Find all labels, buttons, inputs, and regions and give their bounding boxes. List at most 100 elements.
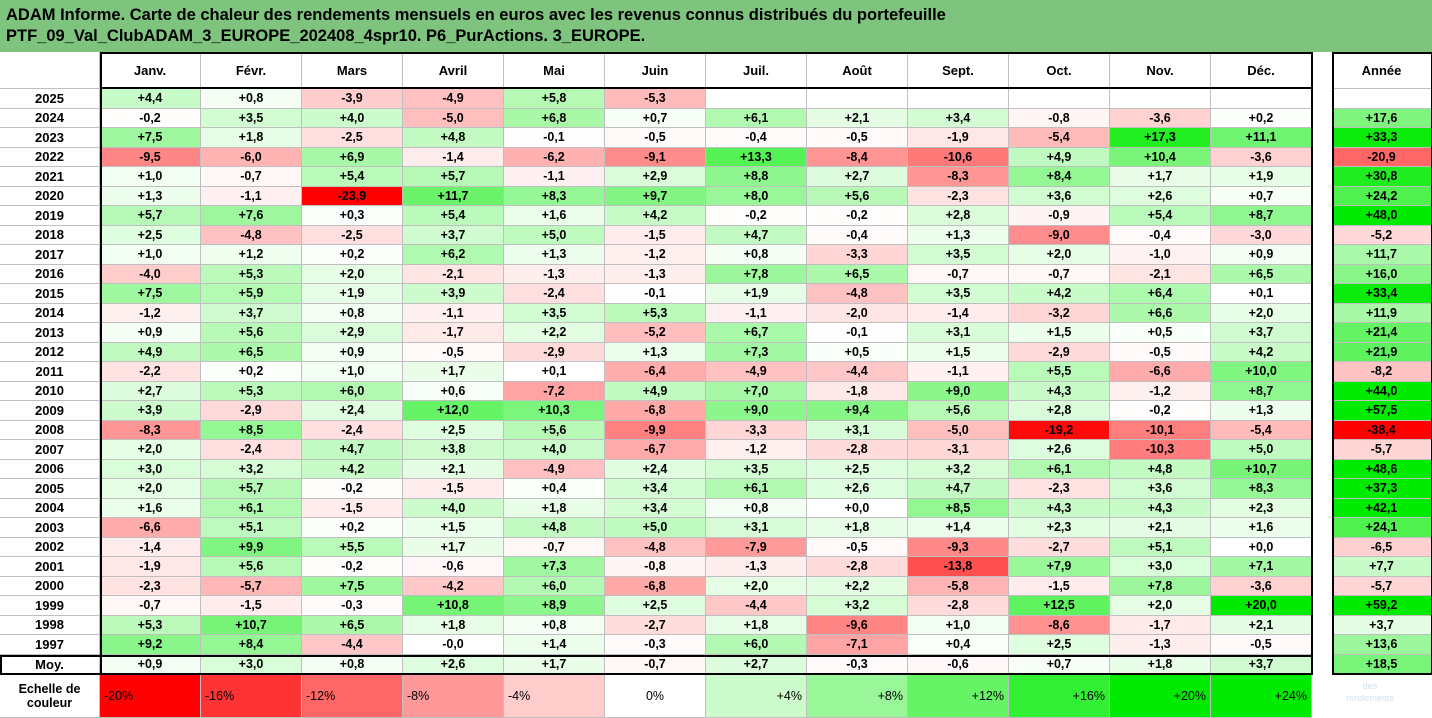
month-cell: +2,6: [807, 479, 908, 499]
month-cell: -5,8: [908, 576, 1009, 596]
month-cell: +2,3: [1009, 518, 1110, 538]
annual-cell: +48,0: [1332, 206, 1432, 226]
month-cell: -0,2: [100, 108, 201, 128]
year-label: 2002: [0, 537, 100, 557]
month-cell: +2,5: [403, 420, 504, 440]
month-cell: +12,5: [1009, 596, 1110, 616]
year-label: 2000: [0, 576, 100, 596]
month-cell: +2,5: [100, 225, 201, 245]
month-cell: +1,0: [100, 167, 201, 187]
month-cell: +2,4: [605, 459, 706, 479]
month-cell: +5,6: [908, 401, 1009, 421]
legend-swatch: +8%: [807, 674, 908, 718]
month-cell: +0,6: [403, 381, 504, 401]
month-cell: -9,0: [1009, 225, 1110, 245]
month-cell: -0,8: [605, 557, 706, 577]
annual-cell: +21,4: [1332, 323, 1432, 343]
chart-header: ADAM Informe. Carte de chaleur des rende…: [0, 0, 1432, 52]
month-cell: +1,3: [908, 225, 1009, 245]
month-cell: +20,0: [1211, 596, 1312, 616]
month-cell: +0,0: [807, 498, 908, 518]
month-cell: +0,2: [1211, 108, 1312, 128]
month-cell: +0,2: [302, 245, 403, 265]
month-cell: -0,5: [807, 128, 908, 148]
month-cell: -1,9: [908, 128, 1009, 148]
month-cell: +3,6: [1009, 186, 1110, 206]
month-cell: -4,4: [302, 635, 403, 655]
month-cell: [1211, 89, 1312, 109]
month-cell: [1009, 89, 1110, 109]
month-cell: -9,6: [807, 615, 908, 635]
month-cell: -1,5: [403, 479, 504, 499]
month-cell: +5,6: [504, 420, 605, 440]
month-cell: +4,4: [100, 89, 201, 109]
month-cell: +3,0: [1110, 557, 1211, 577]
month-cell: +1,0: [302, 362, 403, 382]
month-cell: +3,1: [908, 323, 1009, 343]
month-cell: -10,1: [1110, 420, 1211, 440]
month-header: Juin: [605, 52, 706, 89]
watermark-line1: des: [1362, 681, 1378, 691]
legend-swatch: 0%: [605, 674, 706, 718]
month-cell: +3,5: [908, 284, 1009, 304]
annual-cell: [1332, 89, 1432, 109]
heatmap-grid: Janv. Févr. Mars Avril Mai Juin Juil. Août Sept.…: [0, 52, 1432, 718]
month-cell: -2,3: [100, 576, 201, 596]
month-cell: +8,9: [504, 596, 605, 616]
year-label: 2025: [0, 89, 100, 109]
month-cell: -5,4: [1009, 128, 1110, 148]
average-cell: +3,7: [1211, 654, 1312, 675]
month-cell: +1,3: [100, 186, 201, 206]
month-cell: +0,9: [302, 342, 403, 362]
month-cell: +4,9: [605, 381, 706, 401]
month-cell: -0,7: [201, 167, 302, 187]
month-header: Oct.: [1009, 52, 1110, 89]
month-cell: +1,0: [100, 245, 201, 265]
month-cell: -1,2: [605, 245, 706, 265]
month-cell: +3,2: [807, 596, 908, 616]
legend-label-line2: couleur: [26, 695, 73, 710]
month-cell: -2,7: [1009, 537, 1110, 557]
average-cell: +2,7: [706, 654, 807, 675]
month-cell: +10,0: [1211, 362, 1312, 382]
month-cell: +5,4: [1110, 206, 1211, 226]
month-cell: +5,1: [201, 518, 302, 538]
month-cell: +1,3: [1211, 401, 1312, 421]
year-label: 2009: [0, 401, 100, 421]
month-cell: -3,9: [302, 89, 403, 109]
annual-cell: +30,8: [1332, 167, 1432, 187]
month-cell: +0,8: [302, 303, 403, 323]
month-cell: +6,1: [706, 479, 807, 499]
month-cell: -9,5: [100, 147, 201, 167]
month-cell: -5,0: [403, 108, 504, 128]
month-cell: +0,4: [908, 635, 1009, 655]
month-cell: +0,4: [504, 479, 605, 499]
month-cell: -5,7: [201, 576, 302, 596]
month-cell: +4,8: [504, 518, 605, 538]
average-cell: +0,8: [302, 654, 403, 675]
legend-swatch: -4%: [504, 674, 605, 718]
month-cell: -1,1: [706, 303, 807, 323]
month-cell: +5,8: [504, 89, 605, 109]
month-cell: +6,0: [504, 576, 605, 596]
annual-cell: +21,9: [1332, 342, 1432, 362]
month-cell: +6,6: [1110, 303, 1211, 323]
month-cell: +5,7: [201, 479, 302, 499]
month-cell: [908, 89, 1009, 109]
month-cell: -0,2: [1110, 401, 1211, 421]
month-cell: +11,7: [403, 186, 504, 206]
month-cell: +17,3: [1110, 128, 1211, 148]
average-cell: +1,8: [1110, 654, 1211, 675]
month-cell: +4,8: [1110, 459, 1211, 479]
month-cell: -3,3: [706, 420, 807, 440]
month-cell: +0,7: [1211, 186, 1312, 206]
month-cell: +5,0: [1211, 440, 1312, 460]
month-cell: +1,8: [504, 498, 605, 518]
month-cell: +9,0: [908, 381, 1009, 401]
month-cell: +3,7: [403, 225, 504, 245]
month-cell: +1,4: [504, 635, 605, 655]
month-cell: -2,0: [807, 303, 908, 323]
month-cell: -1,5: [605, 225, 706, 245]
month-cell: -3,0: [1211, 225, 1312, 245]
month-cell: +5,1: [1110, 537, 1211, 557]
